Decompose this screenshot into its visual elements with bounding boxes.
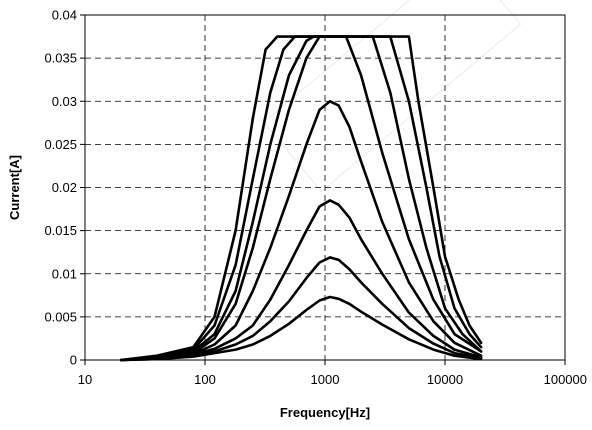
series-line-5 <box>119 100 483 362</box>
y-tick-label: 0.005 <box>44 309 77 324</box>
tick-labels: 0 0.005 0.01 0.015 0.02 0.025 0.03 0.035 0.04 10 1… <box>44 8 587 388</box>
x-axis-title: Frequency[Hz] <box>280 405 370 420</box>
y-tick-label: 0.03 <box>52 94 77 109</box>
y-tick-label: 0 <box>70 353 77 368</box>
watermark <box>262 0 522 193</box>
series-line-6 <box>119 199 483 362</box>
x-tick-label: 100000 <box>544 372 587 387</box>
x-tick-label: 100 <box>194 372 216 387</box>
y-tick-label: 0.025 <box>44 137 77 152</box>
y-tick-label: 0.035 <box>44 51 77 66</box>
y-tick-label: 0.04 <box>52 8 77 23</box>
x-tick-label: 1000 <box>311 372 340 387</box>
series-line-8 <box>119 295 483 362</box>
y-tick-label: 0.02 <box>52 180 77 195</box>
x-tick-label: 10000 <box>427 372 463 387</box>
x-tick-label: 10 <box>78 372 92 387</box>
y-axis-title: Current[A] <box>7 155 22 220</box>
series-layer <box>119 35 483 362</box>
y-tick-label: 0.01 <box>52 266 77 281</box>
grid <box>85 15 565 360</box>
series-line-1 <box>119 35 483 362</box>
series-line-3 <box>119 35 483 362</box>
series-line-4 <box>119 35 483 362</box>
series-line-2 <box>119 35 483 362</box>
y-tick-label: 0.015 <box>44 223 77 238</box>
ticks <box>80 14 566 365</box>
series-line-7 <box>119 256 483 362</box>
